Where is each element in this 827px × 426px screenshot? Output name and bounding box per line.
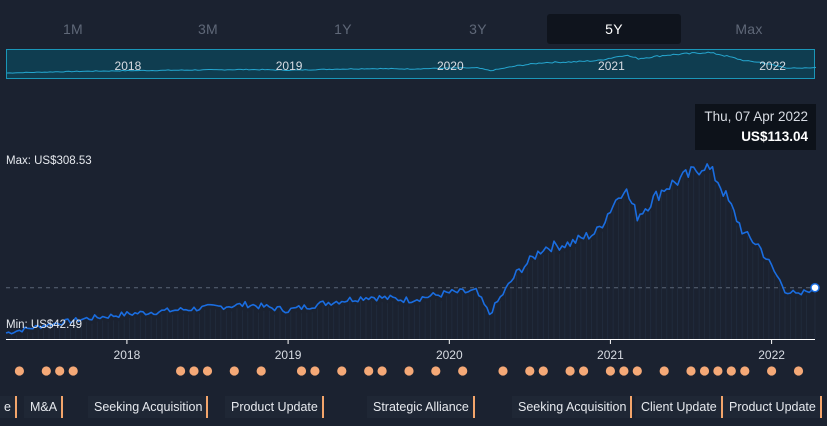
volume-bars <box>5 171 816 339</box>
event-marker-dot <box>364 366 374 376</box>
event-marker-dot <box>229 366 239 376</box>
event-marker-dot <box>498 366 508 376</box>
tooltip-price: US$113.04 <box>741 129 808 144</box>
event-marker-dot <box>458 366 468 376</box>
max-price-label: Max: US$308.53 <box>6 155 92 167</box>
event-marker-dot <box>14 366 24 376</box>
x-tick-label: 2018 <box>114 348 141 362</box>
tab-5y[interactable]: 5Y <box>547 14 681 44</box>
event-label[interactable]: Product Update <box>723 396 822 418</box>
event-marker-dot <box>579 366 589 376</box>
x-tick-label: 2019 <box>275 348 302 362</box>
event-label[interactable]: Client Update <box>635 396 723 418</box>
event-marker-dot <box>740 366 750 376</box>
event-marker-dot <box>256 366 266 376</box>
navigator-year-label: 2019 <box>276 59 303 73</box>
event-marker-dot <box>699 366 710 376</box>
event-marker-dot <box>377 366 387 376</box>
event-marker-dot <box>619 366 629 376</box>
event-marker-dot <box>337 366 347 376</box>
event-label[interactable]: Seeking Acquisition <box>512 396 633 418</box>
event-marker-dot <box>404 366 414 376</box>
navigator-year-label: 2018 <box>115 59 142 73</box>
event-marker-dot <box>41 366 51 376</box>
range-tabs: 1M 3M 1Y 3Y 5Y Max <box>6 14 817 44</box>
event-marker-dot <box>686 366 696 376</box>
event-marker-dot <box>296 366 307 376</box>
event-marker-dot <box>538 366 548 376</box>
event-marker-dot <box>189 366 199 376</box>
current-price-marker <box>810 282 820 293</box>
navigator-year-label: 2021 <box>598 59 625 73</box>
event-marker-dot <box>431 366 441 376</box>
tab-max[interactable]: Max <box>735 21 763 37</box>
event-label[interactable]: e <box>0 396 17 418</box>
tab-3y[interactable]: 3Y <box>469 21 487 37</box>
event-marker-dot <box>55 366 65 376</box>
x-tick-label: 2022 <box>758 348 785 362</box>
event-label[interactable]: Strategic Alliance <box>367 396 475 418</box>
event-marker-dot <box>565 366 575 376</box>
price-tooltip: Thu, 07 Apr 2022 US$113.04 <box>695 104 816 150</box>
event-markers <box>14 366 804 376</box>
event-marker-dot <box>605 366 616 376</box>
navigator-year-label: 2022 <box>759 59 786 73</box>
event-marker-dot <box>793 366 804 376</box>
event-marker-dot <box>632 366 642 376</box>
x-tick-label: 2020 <box>436 348 463 362</box>
tab-1y[interactable]: 1Y <box>334 21 352 37</box>
tooltip-date: Thu, 07 Apr 2022 <box>704 109 808 124</box>
event-label[interactable]: M&A <box>24 396 64 418</box>
event-marker-dot <box>659 366 669 376</box>
navigator-year-label: 2020 <box>437 59 464 73</box>
range-navigator[interactable]: 2018 2019 2020 2021 2022 <box>6 49 816 79</box>
navigator-sparkline: 2018 2019 2020 2021 2022 <box>7 51 816 74</box>
event-label[interactable]: Seeking Acquisition <box>88 396 209 418</box>
event-marker-dot <box>68 366 78 376</box>
tab-1m[interactable]: 1M <box>62 21 84 37</box>
event-labels: e M&A Seeking Acquisition Product Update… <box>0 396 827 418</box>
x-tick-label: 2021 <box>597 348 624 362</box>
event-marker-dot <box>726 366 736 376</box>
event-marker-dot <box>713 366 723 376</box>
navigator-line <box>7 51 816 74</box>
tab-3m[interactable]: 3M <box>197 21 219 37</box>
event-marker-dot <box>525 366 535 376</box>
event-label[interactable]: Product Update <box>225 396 324 418</box>
event-marker-dot <box>202 366 213 376</box>
event-marker-dot <box>767 366 777 376</box>
price-line <box>5 163 816 335</box>
event-marker-dot <box>176 366 186 376</box>
min-price-label: Min: US$42.49 <box>6 319 83 331</box>
event-marker-dot <box>310 366 320 376</box>
